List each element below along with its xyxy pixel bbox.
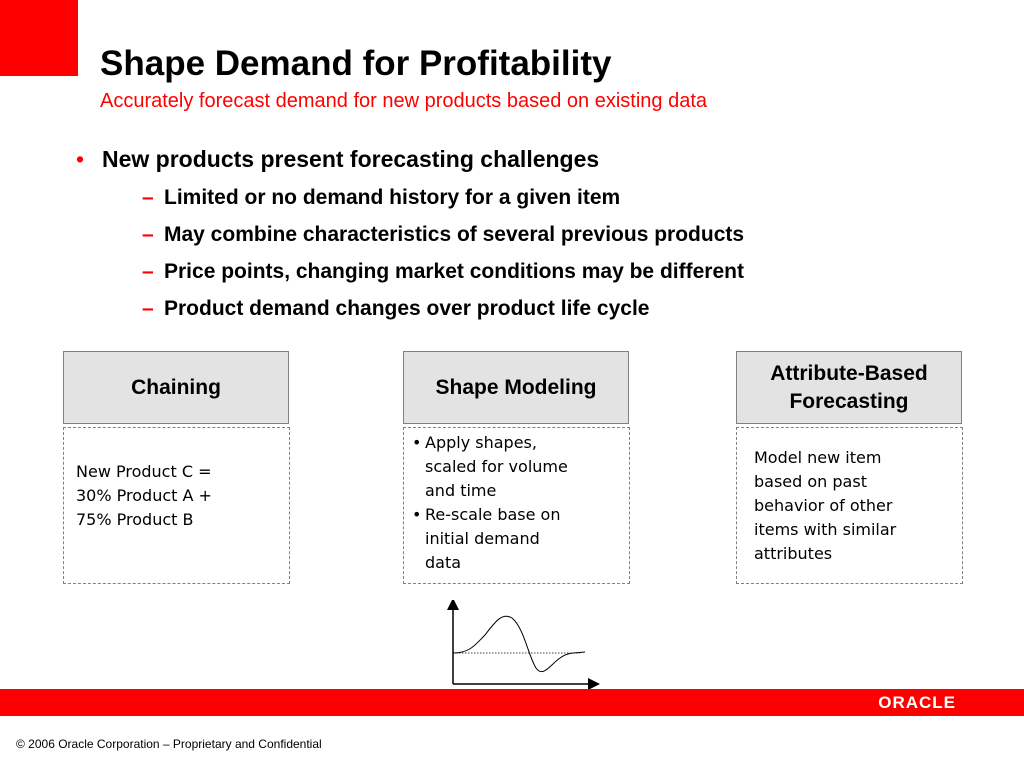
bullet-dot-icon: • [412, 505, 422, 524]
attribute-based-header: Attribute-Based Forecasting [736, 351, 962, 424]
dash-icon: – [142, 260, 154, 283]
sub-bullet-list: – Limited or no demand history for a give… [102, 179, 744, 327]
list-item: • Apply shapes, scaled for volume and tim… [412, 431, 629, 503]
demand-curve [452, 615, 586, 673]
list-item: • Re-scale base on initial demand data [412, 503, 629, 575]
sub-bullet-text: Product demand changes over product life… [164, 297, 650, 320]
bullet-dot-icon: • [412, 433, 422, 452]
main-bullet: • New products present forecasting chall… [76, 143, 744, 327]
sub-bullet: – May combine characteristics of several … [102, 216, 744, 253]
shape-modeling-title: Shape Modeling [435, 375, 597, 399]
dash-icon: – [142, 186, 154, 209]
sub-bullet-text: May combine characteristics of several p… [164, 223, 745, 246]
chaining-text: New Product C = 30% Product A + 75% Prod… [76, 462, 212, 529]
chaining-title: Chaining [131, 375, 221, 399]
sub-bullet-text: Price points, changing market conditions… [164, 260, 744, 283]
sub-bullet: – Product demand changes over product lif… [102, 290, 744, 327]
shape-modeling-header: Shape Modeling [403, 351, 629, 424]
chaining-header: Chaining [63, 351, 289, 424]
sub-bullet: – Price points, changing market condition… [102, 253, 744, 290]
demand-shape-chart [447, 600, 600, 690]
attribute-based-body: Model new item based on past behavior of… [736, 427, 963, 584]
list-item-text: Apply shapes, scaled for volume and time [425, 433, 568, 500]
bullet-list: • New products present forecasting chall… [76, 143, 744, 327]
main-bullet-text: New products present forecasting challen… [102, 146, 600, 172]
bullet-dot-icon: • [76, 146, 85, 172]
page-subtitle: Accurately forecast demand for new produ… [100, 90, 708, 112]
sub-bullet: – Limited or no demand history for a give… [102, 179, 744, 216]
attribute-based-text: Model new item based on past behavior of… [754, 448, 897, 563]
list-item-text: Re-scale base on initial demand data [425, 505, 561, 572]
shape-modeling-list: • Apply shapes, scaled for volume and tim… [412, 431, 629, 575]
shape-modeling-body: • Apply shapes, scaled for volume and tim… [403, 427, 630, 584]
dash-icon: – [142, 223, 154, 246]
footer-bar: ORACLE [0, 689, 1024, 716]
oracle-logo: ORACLE [878, 693, 956, 712]
dash-icon: – [142, 297, 154, 320]
copyright: © 2006 Oracle Corporation – Proprietary … [16, 737, 322, 751]
sub-bullet-text: Limited or no demand history for a given… [164, 186, 621, 209]
chaining-body: New Product C = 30% Product A + 75% Prod… [63, 427, 290, 584]
red-corner-accent [0, 0, 78, 76]
page-title: Shape Demand for Profitability [100, 44, 612, 83]
